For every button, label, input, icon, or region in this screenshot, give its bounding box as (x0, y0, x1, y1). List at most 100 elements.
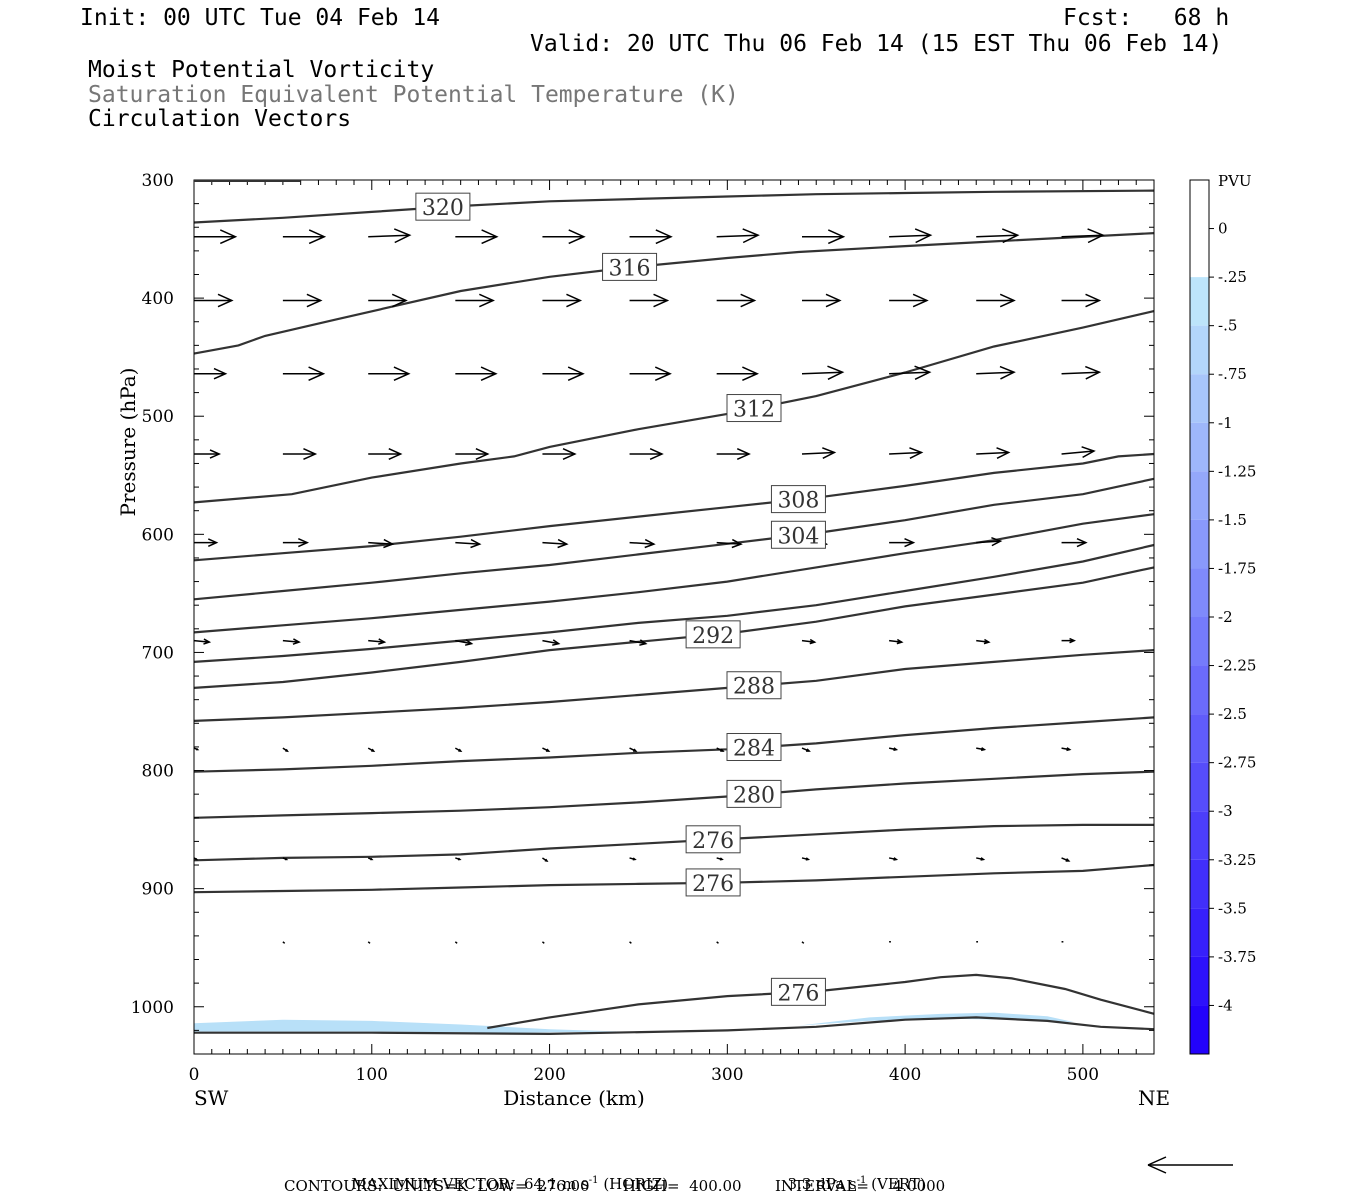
vector-head (904, 537, 916, 548)
x-tick-label: 400 (889, 1065, 921, 1085)
contour-label-text: 308 (777, 489, 819, 514)
sw-label: SW (194, 1086, 229, 1110)
vector-head (720, 748, 725, 752)
vector-arrow (801, 447, 837, 460)
vector-head (562, 448, 577, 460)
vector-shaft (193, 639, 210, 643)
max-vector-horiz-value: 64.1 m s (523, 1175, 589, 1193)
colorbar-segment (1190, 859, 1209, 909)
vector-arrow (1061, 228, 1105, 244)
vector-head (308, 366, 326, 381)
x-tick-label: 500 (1067, 1065, 1099, 1085)
vector-arrow (889, 638, 904, 645)
vector-arrow (1061, 365, 1102, 380)
contour-label-text: 312 (733, 398, 775, 423)
colorbar-segment (1190, 714, 1209, 763)
vector-head (912, 293, 929, 308)
vector-arrow (802, 293, 842, 308)
plot-axes: 0 100 200 300 400 500 300 400 500 600 700 800 900 100… (116, 171, 1170, 1110)
colorbar-label: -.5 (1218, 317, 1237, 335)
vector-arrow (629, 857, 637, 861)
vector-shaft (629, 541, 654, 545)
vector-arrow (542, 448, 577, 460)
colorbar-segment (1190, 908, 1209, 957)
init-time: Init: 00 UTC Tue 04 Feb 14 (80, 5, 441, 31)
contour-label-text: 320 (422, 196, 464, 221)
vector-shaft (976, 451, 1009, 455)
vector-arrow (368, 366, 411, 381)
contour-label-320-0: 320 (415, 192, 471, 221)
vector-shaft (801, 941, 805, 944)
x-tick-label: 300 (711, 1065, 743, 1085)
vector-head (285, 748, 289, 753)
pv-region-0 (194, 1019, 621, 1033)
vector-head (284, 857, 289, 861)
contour-308-3 (193, 452, 1155, 562)
vector-arrow (629, 293, 670, 308)
vector-arrow (193, 638, 212, 645)
vector-head (292, 638, 301, 645)
vector-head (383, 538, 395, 549)
colorbar-segment (1190, 568, 1209, 617)
vector-head (644, 538, 656, 549)
x-tick-label: 100 (356, 1065, 388, 1085)
vector-arrow (455, 538, 482, 549)
vector-arrow (801, 857, 811, 861)
vector-shaft (716, 941, 719, 944)
vector-arrow (976, 747, 987, 752)
colorbar-label: -2.25 (1218, 657, 1256, 675)
vector-arrow (802, 229, 846, 245)
vector-head (470, 538, 482, 549)
vector-head (742, 366, 760, 381)
reference-vector-head-lower (1147, 1164, 1167, 1174)
vector-arrow (976, 857, 986, 861)
vector-arrow (976, 536, 1003, 547)
contour-label-box (726, 779, 782, 808)
contour-label-box (726, 671, 782, 700)
vector-arrow (716, 448, 751, 460)
vector-arrow (368, 638, 387, 645)
vector-arrow (455, 229, 499, 245)
x-tick-label: 0 (189, 1065, 200, 1085)
vector-arrow (194, 367, 228, 380)
vector-arrow (629, 229, 673, 245)
vector-shaft (976, 371, 1015, 375)
y-tick-label: 1000 (131, 998, 174, 1018)
vector-head (378, 638, 387, 645)
vector-shaft (716, 234, 759, 238)
reference-vector-head-upper (1147, 1156, 1167, 1166)
vector-shaft (889, 371, 930, 375)
vector-head (809, 638, 817, 645)
vector-head (370, 857, 374, 861)
y-tick-label: 800 (142, 762, 174, 782)
contour-label-box (415, 192, 471, 221)
vector-arrow (888, 747, 899, 751)
plot-frame (193, 179, 1155, 1055)
contour-280-10 (193, 770, 1155, 819)
contour-288-8 (193, 649, 1155, 722)
contour-label-box (770, 977, 826, 1006)
vector-arrow (629, 538, 656, 549)
vector-shaft (282, 639, 300, 643)
colorbar-segment (1190, 277, 1209, 326)
contour-label-text: 304 (777, 524, 819, 549)
vector-arrow (455, 366, 498, 381)
vector-arrow (455, 639, 474, 646)
vector-arrow (629, 448, 664, 460)
vector-arrow (716, 941, 719, 944)
vector-arrow (629, 941, 632, 944)
vector-arrow (889, 228, 933, 244)
y-tick-label: 500 (142, 407, 174, 427)
vector-arrow (194, 538, 219, 547)
vector-arrow (889, 365, 932, 381)
max-vector-vert: 3.3 dPa s-1 (VERT) (778, 1157, 926, 1193)
vector-arrow (282, 293, 323, 308)
vector-arrow (801, 365, 845, 381)
vector-arrow (976, 447, 1011, 460)
contour-label-text: 288 (733, 675, 775, 700)
x-tick-label: 200 (533, 1065, 565, 1085)
vector-arrow (801, 747, 811, 752)
contour-300-5 (193, 513, 1155, 634)
vector-arrow (1061, 446, 1096, 459)
